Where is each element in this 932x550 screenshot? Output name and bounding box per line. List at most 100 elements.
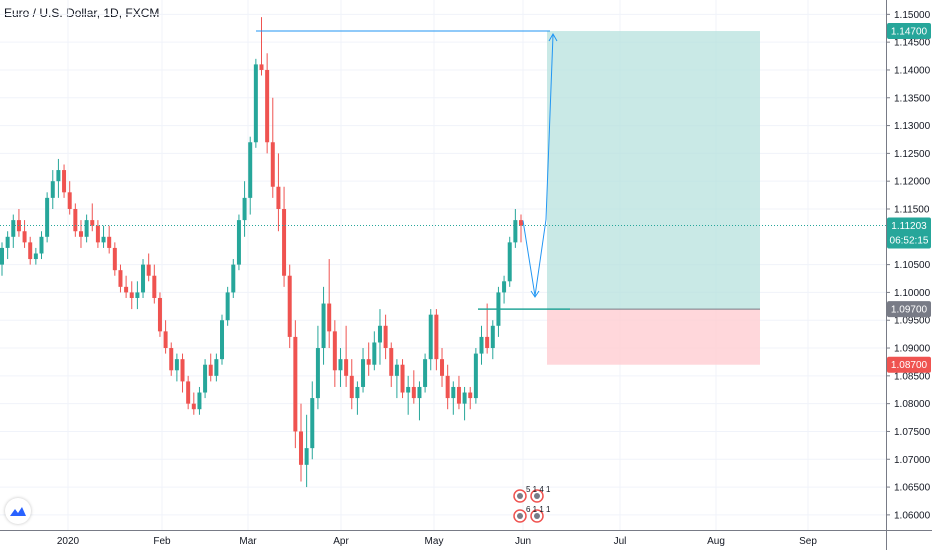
candle-body (428, 314, 433, 360)
candle-body (174, 359, 179, 371)
candle (338, 348, 343, 387)
candle-body (67, 192, 72, 209)
candle (332, 320, 337, 387)
drawings[interactable] (0, 30, 886, 310)
candle-body (456, 386, 461, 404)
event-badge: 5 1 4 1 (526, 485, 551, 494)
price-tick-label: 1.10000 (894, 288, 931, 299)
candle (203, 359, 208, 399)
economic-event-icon (517, 513, 523, 519)
position-zones[interactable] (547, 31, 760, 365)
candle (95, 220, 100, 248)
candle-body (293, 336, 298, 432)
candle (5, 231, 10, 260)
bar-countdown: 06:52:15 (890, 236, 929, 247)
candle (406, 375, 411, 415)
stop-price-tag-bg (887, 356, 931, 373)
candle-body (468, 392, 473, 399)
candle (186, 375, 191, 410)
candle-body (28, 242, 33, 260)
time-axis[interactable]: 2020 Feb Mar Apr May Jun Jul Aug Sep (0, 530, 932, 548)
loss-zone (547, 309, 760, 365)
economic-event-icon (534, 513, 540, 519)
candle (265, 53, 270, 154)
candle (231, 259, 236, 298)
candle-body (344, 359, 349, 376)
candle (62, 164, 67, 198)
candle (389, 342, 394, 387)
candle-body (513, 220, 518, 243)
candle-series (0, 17, 523, 488)
candle-body (372, 342, 377, 365)
price-tick-label: 1.13000 (894, 121, 931, 132)
candle-body (208, 364, 213, 376)
candle (56, 158, 61, 198)
candle-body (163, 331, 168, 349)
candle (90, 203, 95, 232)
candle (101, 225, 106, 248)
candle (276, 153, 281, 232)
candle-body (45, 197, 50, 237)
candle (118, 264, 123, 293)
candle-body (270, 142, 275, 187)
candle-body (310, 398, 315, 449)
candle-body (90, 220, 95, 226)
candle-body (411, 386, 416, 399)
current-price-tag-bg (887, 217, 931, 249)
price-tick-label: 1.08500 (894, 371, 931, 382)
candle-body (434, 314, 439, 360)
candle-body (33, 253, 38, 260)
candle-body (95, 225, 100, 243)
candle (377, 309, 382, 365)
candle-body (383, 325, 388, 349)
candle-body (135, 292, 140, 298)
candle (349, 359, 354, 410)
candle (197, 386, 202, 415)
candle (248, 136, 253, 215)
candle-body (485, 336, 490, 349)
candle (310, 381, 315, 460)
candle (315, 325, 320, 410)
candle-body (473, 353, 478, 399)
candle-body (423, 359, 428, 387)
candle (327, 259, 332, 349)
candle (169, 342, 174, 376)
candle-body (129, 292, 134, 298)
projection-path (522, 35, 554, 297)
candle (242, 181, 247, 237)
candle (157, 292, 162, 337)
candle-body (440, 359, 445, 376)
candle (220, 314, 225, 365)
time-tick-label: Sep (799, 536, 817, 547)
candle (468, 386, 473, 410)
candle (298, 403, 303, 482)
candle (28, 236, 33, 265)
candle (372, 331, 377, 371)
candle (293, 320, 298, 449)
price-axis[interactable]: 1.15000 1.14500 1.14000 1.13500 1.13000 1.125… (886, 0, 931, 550)
candle (456, 375, 461, 410)
entry-price-tag: 1.09700 (891, 305, 928, 316)
candle (84, 214, 89, 243)
candle-body (304, 448, 309, 465)
candle (73, 203, 78, 237)
candle-body (146, 264, 151, 276)
candle-body (389, 348, 394, 376)
time-tick-label: Jul (614, 536, 627, 547)
candle-body (141, 264, 146, 293)
candle-body (417, 386, 422, 399)
candle-body (479, 336, 484, 354)
tradingview-logo-icon[interactable] (5, 498, 31, 524)
candle-body (265, 69, 270, 143)
target-price-tag-bg (887, 23, 931, 40)
candle (112, 242, 117, 276)
price-tick-label: 1.10500 (894, 260, 931, 271)
candle (434, 309, 439, 371)
candle (174, 353, 179, 382)
candle (519, 214, 523, 243)
candle (39, 231, 44, 260)
candle-body (445, 375, 450, 399)
event-markers[interactable]: 5 1 4 1 6 1 1 1 (513, 485, 551, 523)
candle-body (349, 375, 354, 399)
